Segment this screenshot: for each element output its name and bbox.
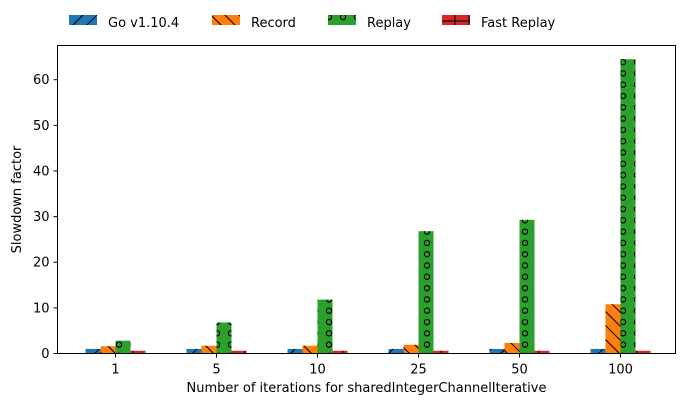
y-tick-label-40: 40 — [33, 164, 50, 179]
x-tick-label-25: 25 — [410, 363, 427, 378]
y-tick-label-0: 0 — [41, 347, 49, 362]
y-tick-label-20: 20 — [33, 256, 50, 271]
x-tick-label-50: 50 — [511, 363, 528, 378]
bar-record-100-hatch — [605, 304, 621, 354]
bar-replay-50-hatch — [519, 219, 535, 354]
bar-fast-replay-5-hatch — [231, 350, 247, 354]
x-tick-label-10: 10 — [309, 363, 326, 378]
x-axis: 1 5 10 25 50 100 — [111, 353, 633, 378]
bar-record-10-hatch — [302, 345, 318, 354]
legend: Go v1.10.4 Record Replay Fast Replay — [69, 15, 556, 31]
bars-group — [85, 59, 651, 354]
bar-go-v1-10-4-1-hatch — [85, 348, 101, 354]
bar-replay-5-hatch — [216, 322, 232, 354]
y-tick-label-50: 50 — [33, 119, 50, 134]
legend-go-v1-10-4-label: Go v1.10.4 — [108, 16, 179, 31]
y-axis-label: Slowdown factor — [10, 145, 25, 253]
x-tick-label-100: 100 — [608, 363, 633, 378]
legend-fast-replay-label: Fast Replay — [481, 16, 556, 31]
bar-replay-10-hatch — [317, 299, 333, 354]
bar-go-v1-10-4-25-hatch — [388, 348, 404, 354]
y-tick-label-60: 60 — [33, 73, 50, 88]
bar-fast-replay-10-hatch — [332, 350, 348, 354]
bar-fast-replay-1-hatch — [130, 350, 146, 354]
plot-frame — [57, 45, 676, 354]
bar-replay-1-hatch — [115, 340, 131, 354]
x-tick-label-5: 5 — [212, 363, 220, 378]
y-axis: 0 10 20 30 40 50 60 — [33, 73, 58, 362]
bar-fast-replay-50-hatch — [534, 350, 550, 354]
bar-replay-25-hatch — [418, 231, 434, 354]
bar-go-v1-10-4-10-hatch — [287, 348, 303, 354]
legend-record-label: Record — [251, 16, 296, 31]
legend-replay-label: Replay — [367, 16, 411, 31]
y-tick-label-10: 10 — [33, 301, 50, 316]
bar-record-1-hatch — [100, 346, 116, 354]
bar-go-v1-10-4-50-hatch — [489, 348, 505, 354]
bar-record-50-hatch — [504, 343, 520, 354]
y-tick-label-30: 30 — [33, 210, 50, 225]
bar-record-25-hatch — [403, 344, 419, 354]
bar-record-5-hatch — [201, 345, 217, 354]
x-tick-label-1: 1 — [111, 363, 119, 378]
legend-fast-replay-swatch-hatch — [442, 15, 470, 25]
bar-go-v1-10-4-100-hatch — [590, 348, 606, 354]
legend-go-v1-10-4-swatch-hatch — [69, 15, 97, 25]
bar-fast-replay-25-hatch — [433, 350, 449, 354]
legend-record-swatch-hatch — [212, 15, 240, 25]
bar-fast-replay-100-hatch — [635, 350, 651, 354]
legend-replay-swatch-hatch — [328, 15, 356, 25]
x-axis-label: Number of iterations for sharedIntegerCh… — [187, 381, 547, 396]
bar-replay-100-hatch — [620, 59, 636, 354]
bar-go-v1-10-4-5-hatch — [186, 348, 202, 354]
